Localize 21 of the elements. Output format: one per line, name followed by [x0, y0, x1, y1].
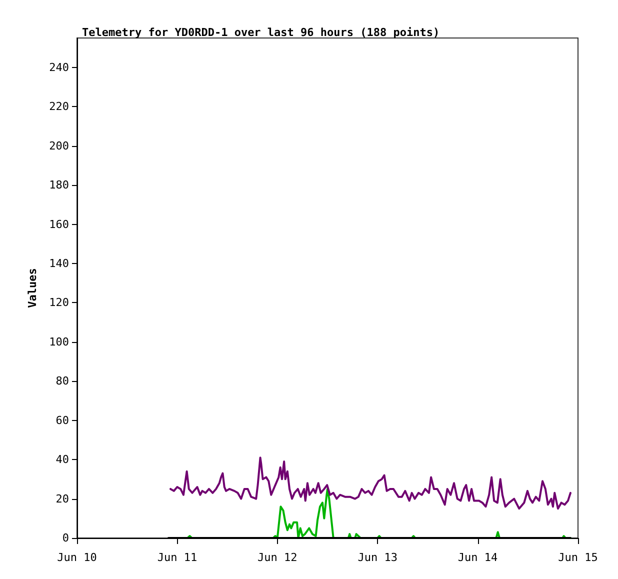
x-tick-label: Jun 13: [358, 551, 398, 564]
y-tick-label: 0: [62, 532, 69, 544]
y-tick-label: 40: [56, 453, 69, 466]
y-tick-label: 160: [49, 218, 69, 231]
x-tick-label: Jun 15: [558, 551, 598, 564]
y-tick-label: 20: [56, 492, 69, 506]
y-tick-label: 60: [56, 414, 69, 427]
x-tick-label: Jun 12: [258, 551, 298, 564]
y-tick-label: 180: [49, 178, 69, 192]
y-axis-title: Values: [26, 268, 40, 308]
x-tick-label: Jun 10: [57, 551, 97, 564]
y-tick-label: 120: [49, 296, 69, 310]
x-tick-label: Jun 14: [458, 551, 498, 564]
y-tick-label: 220: [49, 100, 69, 114]
x-tick-label: Jun 11: [157, 551, 198, 564]
y-tick-label: 240: [49, 60, 69, 74]
chart-title: Telemetry for YD0RDD-1 over last 96 hours (188 points): [82, 26, 440, 39]
y-tick-label: 100: [49, 335, 69, 348]
y-tick-label: 200: [49, 139, 69, 152]
y-tick-label: 80: [56, 374, 69, 388]
y-tick-label: 140: [49, 256, 69, 270]
